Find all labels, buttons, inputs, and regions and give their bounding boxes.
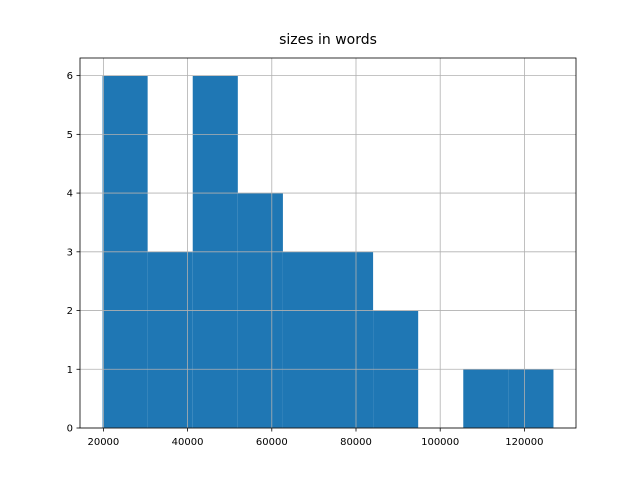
x-tick-label: 60000 xyxy=(256,437,288,448)
bar xyxy=(508,369,554,428)
x-tick-label: 100000 xyxy=(421,437,459,448)
plot-frame xyxy=(79,57,577,429)
bar xyxy=(282,251,328,428)
bar xyxy=(463,369,509,428)
x-tick-label: 20000 xyxy=(87,437,119,448)
x-tick-label: 120000 xyxy=(505,437,543,448)
y-tick-label: 3 xyxy=(67,247,73,258)
y-tick-label: 1 xyxy=(67,365,73,376)
y-tick-label: 5 xyxy=(67,130,73,141)
y-tick-label: 4 xyxy=(67,189,73,200)
y-tick-label: 2 xyxy=(67,306,73,317)
bar xyxy=(147,251,193,428)
chart-title: sizes in words xyxy=(279,32,377,48)
x-tick-label: 80000 xyxy=(340,437,372,448)
bar xyxy=(328,251,374,428)
x-tick-label: 40000 xyxy=(172,437,204,448)
y-tick-label: 0 xyxy=(67,424,73,435)
y-tick-label: 6 xyxy=(67,71,73,82)
